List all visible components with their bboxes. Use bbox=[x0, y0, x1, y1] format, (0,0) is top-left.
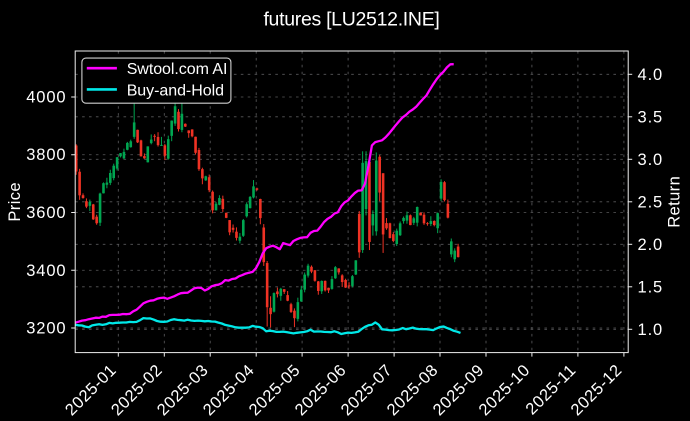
svg-text:2.0: 2.0 bbox=[638, 236, 664, 254]
svg-text:4000: 4000 bbox=[26, 89, 66, 107]
svg-text:4.0: 4.0 bbox=[638, 66, 664, 84]
svg-text:3400: 3400 bbox=[26, 262, 66, 280]
svg-text:3.5: 3.5 bbox=[638, 108, 664, 126]
svg-text:2.5: 2.5 bbox=[638, 193, 664, 211]
svg-text:1.0: 1.0 bbox=[638, 321, 664, 339]
svg-text:3.0: 3.0 bbox=[638, 151, 664, 169]
svg-text:Swtool.com AI: Swtool.com AI bbox=[127, 61, 228, 78]
svg-text:Buy-and-Hold: Buy-and-Hold bbox=[127, 83, 224, 100]
svg-text:1.5: 1.5 bbox=[638, 278, 664, 296]
svg-text:3600: 3600 bbox=[26, 204, 66, 222]
svg-text:Price: Price bbox=[6, 182, 24, 222]
svg-text:Return: Return bbox=[666, 176, 684, 228]
svg-text:futures [LU2512.INE]: futures [LU2512.INE] bbox=[263, 9, 439, 31]
svg-text:3800: 3800 bbox=[26, 146, 66, 164]
svg-text:3200: 3200 bbox=[26, 320, 66, 338]
